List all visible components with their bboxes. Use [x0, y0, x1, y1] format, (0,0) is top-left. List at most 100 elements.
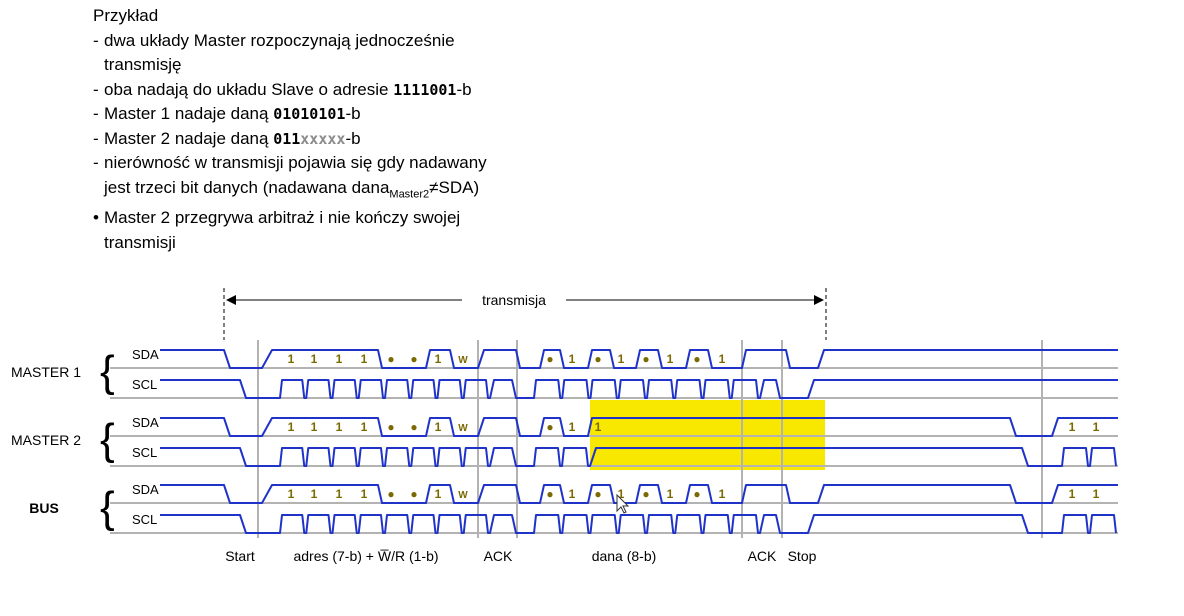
- bit-label: 1: [569, 352, 576, 366]
- note-text: -b: [456, 79, 472, 99]
- master1-sda-waveform: [160, 349, 1118, 369]
- group-brace: {: [100, 483, 115, 532]
- bit-label: ●: [410, 420, 417, 434]
- signal-name: SDA: [132, 482, 159, 497]
- bit-label: 1: [311, 487, 318, 501]
- span-label: transmisja: [482, 292, 546, 308]
- phase-label: Start: [225, 548, 255, 564]
- note-text: -b: [345, 128, 361, 148]
- bit-label: 1: [595, 420, 602, 434]
- bit-label: W: [458, 490, 468, 501]
- note-text: nierówność w transmisji pojawia się gdy …: [104, 153, 487, 172]
- subscript: Master2: [389, 187, 430, 200]
- bit-label: 1: [667, 352, 674, 366]
- bit-label: 1: [311, 352, 318, 366]
- bit-label: 1: [1069, 487, 1076, 501]
- phase-label: ACK: [484, 548, 513, 564]
- bit-label: 1: [361, 420, 368, 434]
- group-brace: {: [100, 347, 115, 396]
- group-label: MASTER 1: [11, 364, 81, 380]
- bit-label: ●: [546, 352, 553, 366]
- bit-label: ●: [546, 487, 553, 501]
- notes-title: Przykład: [93, 6, 159, 25]
- bit-label: 1: [435, 352, 442, 366]
- phase-label: Stop: [788, 548, 817, 564]
- group-label: MASTER 2: [11, 432, 81, 448]
- bullet-marker: •: [93, 208, 99, 228]
- mouse-cursor-icon: [616, 493, 630, 514]
- dash-marker: -: [93, 128, 99, 148]
- bit-label: 1: [569, 420, 576, 434]
- master1-scl-waveform: [160, 379, 1118, 399]
- bit-label: 1: [288, 420, 295, 434]
- bit-label: ●: [594, 487, 601, 501]
- phase-label: ACK: [748, 548, 777, 564]
- dash-marker: -: [93, 30, 99, 50]
- note-text: Master 1 nadaje daną: [104, 104, 269, 123]
- bus-scl-waveform: [160, 514, 1117, 534]
- bit-label: 1: [311, 420, 318, 434]
- bit-label: 1: [569, 487, 576, 501]
- address-code: 1111001: [393, 80, 457, 99]
- bus-sda-waveform: [160, 484, 1118, 504]
- bit-label: 1: [618, 487, 625, 501]
- bit-label: 1: [336, 420, 343, 434]
- bit-label: 1: [435, 487, 442, 501]
- group-label: BUS: [29, 500, 59, 516]
- bit-label: 1: [336, 352, 343, 366]
- bit-label: ●: [693, 487, 700, 501]
- note-text: jest trzeci bit danych (nadawana dana: [104, 177, 390, 197]
- example-notes: Przykład - dwa układy Master rozpoczynaj…: [90, 4, 560, 255]
- bit-label: ●: [387, 487, 394, 501]
- phase-label: adres (7-b) + W̅/R (1-b): [293, 548, 438, 564]
- bit-label: 1: [361, 487, 368, 501]
- bit-label: ●: [387, 352, 394, 366]
- dash-marker: -: [93, 104, 99, 123]
- note-text: ≠SDA): [429, 177, 480, 197]
- bit-label: ●: [410, 487, 417, 501]
- bit-label: 1: [288, 487, 295, 501]
- bit-label: ●: [642, 352, 649, 366]
- bit-label: 1: [288, 352, 295, 366]
- master2-data-code: 011: [273, 129, 301, 148]
- bit-label: ●: [594, 352, 601, 366]
- note-text: Master 2 nadaje daną: [104, 128, 269, 148]
- master2-scl-waveform: [160, 447, 1117, 467]
- bit-label: 1: [667, 487, 674, 501]
- group-brace: {: [100, 415, 115, 464]
- signal-name: SCL: [132, 445, 157, 460]
- note-text: dwa układy Master rozpoczynają jednocześ…: [104, 30, 455, 50]
- signal-name: SDA: [132, 347, 159, 362]
- signal-name: SCL: [132, 377, 157, 392]
- arrowhead-right: [814, 295, 824, 305]
- arrowhead-left: [226, 295, 236, 305]
- dash-marker: -: [93, 79, 99, 99]
- bit-label: 1: [719, 487, 726, 501]
- note-item-master2-data: - Master 2 nadaje daną 011xxxxx-b: [90, 127, 560, 152]
- bit-label: 1: [719, 352, 726, 366]
- bit-label: 1: [1069, 420, 1076, 434]
- note-text: -b: [345, 104, 361, 123]
- note-text: transmisji: [104, 232, 176, 252]
- bit-label: 1: [361, 352, 368, 366]
- master1-data-code: 01010101: [273, 105, 346, 123]
- phase-label: dana (8-b): [592, 548, 657, 564]
- bit-label: ●: [410, 352, 417, 366]
- bit-label: 1: [336, 487, 343, 501]
- bit-label: 1: [1093, 487, 1100, 501]
- bit-label: 1: [618, 352, 625, 366]
- signal-name: SCL: [132, 512, 157, 527]
- bit-label: W: [458, 423, 468, 434]
- bit-label: ●: [693, 352, 700, 366]
- master2-sda-waveform: [160, 417, 1118, 437]
- bit-label: 1: [1093, 420, 1100, 434]
- note-text: Master 2 przegrywa arbitraż i nie kończy…: [104, 208, 461, 228]
- note-item-arbitration-lost: • Master 2 przegrywa arbitraż i nie końc…: [90, 206, 560, 255]
- dash-marker: -: [93, 153, 99, 172]
- master2-data-unknown: xxxxx: [300, 129, 346, 148]
- note-text: transmisję: [104, 55, 182, 74]
- bit-label: ●: [387, 420, 394, 434]
- signal-name: SDA: [132, 415, 159, 430]
- note-item-master1-data: - Master 1 nadaje daną 01010101-b: [90, 102, 560, 127]
